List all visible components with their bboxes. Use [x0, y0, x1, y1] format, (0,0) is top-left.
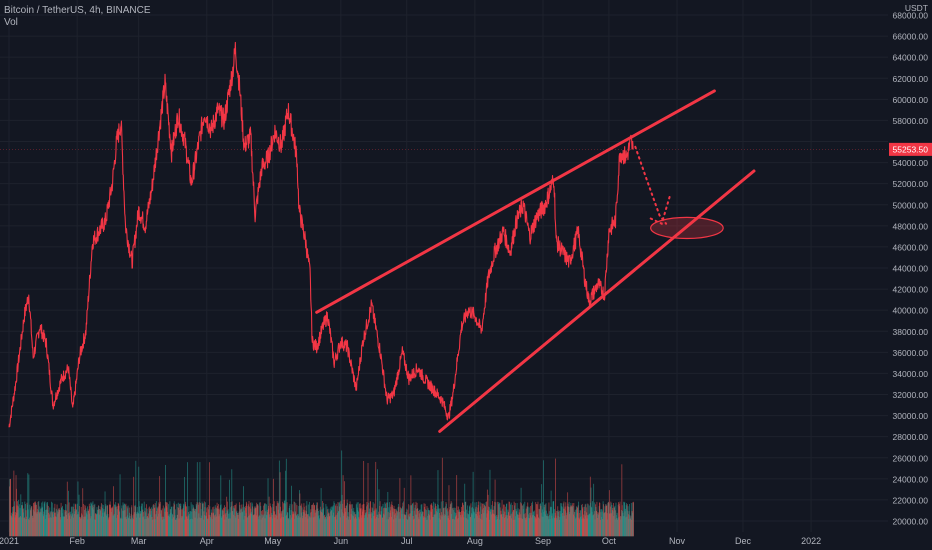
price-tick-label: 62000.00	[893, 74, 929, 84]
price-tick-label: 64000.00	[893, 53, 929, 63]
current-price-label: 55253.50	[893, 145, 929, 155]
volume-bar	[633, 502, 634, 536]
price-tick-label: 58000.00	[893, 116, 929, 126]
price-tick-label: 50000.00	[893, 200, 929, 210]
price-tick-label: 48000.00	[893, 221, 929, 231]
price-tick-label: 36000.00	[893, 348, 929, 358]
time-tick-label: 2022	[801, 536, 821, 546]
time-tick-label: Aug	[467, 536, 483, 546]
time-tick-label: Oct	[602, 536, 617, 546]
price-tick-label: 60000.00	[893, 95, 929, 105]
price-tick-label: 54000.00	[893, 158, 929, 168]
price-tick-label: 26000.00	[893, 453, 929, 463]
price-tick-label: 24000.00	[893, 474, 929, 484]
time-tick-label: Mar	[131, 536, 147, 546]
volume-label: Vol	[4, 17, 151, 29]
price-tick-label: 22000.00	[893, 495, 929, 505]
chart-legend: Bitcoin / TetherUS, 4h, BINANCE Vol	[4, 5, 151, 29]
price-tick-label: 20000.00	[893, 517, 929, 527]
price-tick-label: 34000.00	[893, 369, 929, 379]
price-tick-label: 40000.00	[893, 306, 929, 316]
price-tick-label: 32000.00	[893, 390, 929, 400]
time-tick-label: 2021	[0, 536, 19, 546]
time-tick-label: Jun	[334, 536, 349, 546]
time-tick-label: May	[264, 536, 282, 546]
price-tick-label: 38000.00	[893, 327, 929, 337]
target-zone-ellipse[interactable]	[651, 217, 724, 238]
time-tick-label: Jul	[401, 536, 413, 546]
time-tick-label: Dec	[735, 536, 752, 546]
price-tick-label: 46000.00	[893, 242, 929, 252]
price-tick-label: 44000.00	[893, 264, 929, 274]
price-tick-label: 52000.00	[893, 179, 929, 189]
symbol-title: Bitcoin / TetherUS, 4h, BINANCE	[4, 5, 151, 17]
price-tick-label: 66000.00	[893, 32, 929, 42]
time-tick-label: Sep	[535, 536, 551, 546]
price-tick-label: 28000.00	[893, 432, 929, 442]
time-tick-label: Apr	[200, 536, 214, 546]
currency-label: USDT	[905, 3, 928, 13]
time-tick-label: Nov	[669, 536, 686, 546]
time-tick-label: Feb	[69, 536, 85, 546]
price-tick-label: 30000.00	[893, 411, 929, 421]
price-tick-label: 42000.00	[893, 285, 929, 295]
